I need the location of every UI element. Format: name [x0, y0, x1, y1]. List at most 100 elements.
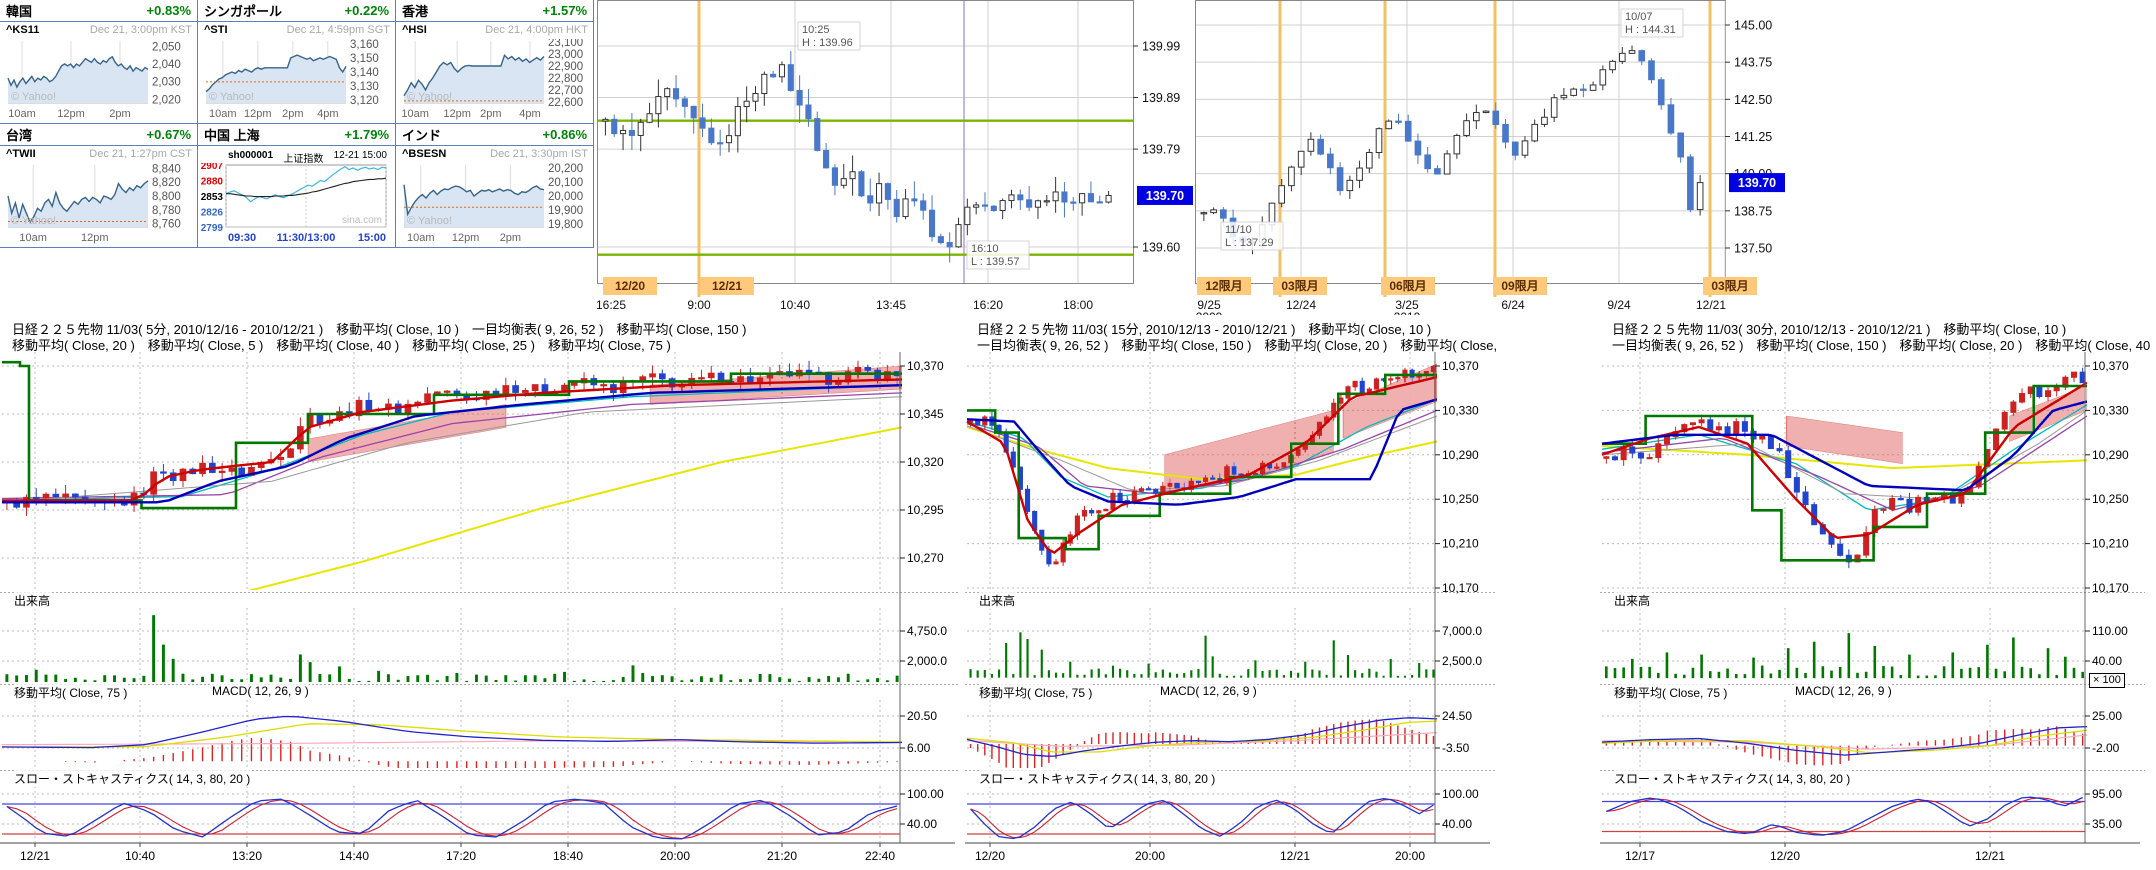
svg-text:12/21: 12/21 — [712, 279, 742, 293]
svg-text:20:00: 20:00 — [1135, 849, 1165, 863]
asia-market-widgets: 韓国 +0.83% ^KS11 Dec 21, 3:00pm KST 10am 1… — [0, 0, 596, 248]
svg-text:10,320: 10,320 — [907, 455, 944, 469]
sparkline-chart: 10am 12pm 2pm 20,200 20,100 20,000 19,900 19,80… — [403, 163, 583, 244]
widget-body: ^KS11 Dec 21, 3:00pm KST 10am 12pm 2pm 2,05… — [0, 22, 197, 123]
svg-text:7,000.0: 7,000.0 — [1442, 624, 1482, 638]
macd-section — [966, 717, 1437, 768]
quote-timestamp: Dec 21, 4:00pm HKT — [485, 24, 588, 36]
svg-text:3,120: 3,120 — [350, 95, 379, 107]
svg-text:110.00: 110.00 — [2092, 624, 2128, 638]
svg-text:L : 137.29: L : 137.29 — [1225, 237, 1274, 249]
svg-text:139.70: 139.70 — [1738, 176, 1776, 190]
svg-text:141.25: 141.25 — [1734, 130, 1772, 144]
panel-chart-canvas[interactable]: 10,370 10,345 10,320 10,295 10,270 4,750.0 2,0… — [0, 316, 963, 870]
ticker-symbol: ^TWII — [6, 148, 36, 160]
svg-text:3,150: 3,150 — [350, 53, 379, 65]
ma75-label: 移動平均( Close, 75 ) — [979, 684, 1093, 701]
chart-title-line2: 移動平均( Close, 20 ) 移動平均( Close, 5 ) 移動平均(… — [12, 338, 671, 353]
svg-text:22,900: 22,900 — [548, 61, 583, 73]
quote-timestamp: Dec 21, 3:00pm KST — [89, 24, 192, 36]
market-widget-shanghai[interactable]: 中国 上海 +1.79% sh000001 上证指数 12-21 15:00 0… — [197, 123, 396, 248]
svg-text:17:20: 17:20 — [446, 849, 476, 863]
svg-text:13:20: 13:20 — [232, 849, 262, 863]
svg-text:4pm: 4pm — [317, 108, 338, 120]
svg-text:19,800: 19,800 — [548, 219, 583, 231]
svg-text:09:30: 09:30 — [228, 232, 256, 244]
market-widget-taiwan[interactable]: 台湾 +0.67% ^TWII Dec 21, 1:27pm CST 10am 1… — [0, 123, 198, 248]
nikkei-panel-30min[interactable]: 10,370 10,330 10,290 10,250 10,210 10,170 110.… — [1600, 316, 2156, 870]
svg-text:21:20: 21:20 — [767, 849, 797, 863]
svg-text:8,820: 8,820 — [152, 177, 181, 189]
svg-text:12/17: 12/17 — [1625, 849, 1655, 863]
svg-text:2pm: 2pm — [109, 108, 130, 120]
svg-text:2,030: 2,030 — [152, 77, 181, 89]
macd-label: MACD( 12, 26, 9 ) — [212, 684, 309, 698]
svg-text:H : 139.96: H : 139.96 — [802, 37, 853, 49]
intraday-candlestick-chart[interactable]: 140.09 139.99 139.89 139.79 139.60 139.70 12/2… — [596, 0, 1211, 320]
widget-plot: 10am 12pm 2pm 4pm23,10023,00022,90022,80022… — [401, 39, 583, 120]
svg-text:12/20: 12/20 — [615, 279, 645, 293]
market-widget-singapore[interactable]: シンガポール +0.22% ^STI Dec 21, 4:59pm SGT 10… — [197, 0, 396, 124]
daily-chart-canvas[interactable]: 145.00143.75142.50141.25140.00138.75137.… — [1195, 0, 1795, 324]
svg-text:12pm: 12pm — [244, 108, 272, 120]
svg-text:15:00: 15:00 — [358, 232, 386, 244]
nikkei-panel-15min[interactable]: 10,370 10,330 10,290 10,250 10,210 10,170 7,00… — [965, 316, 1501, 870]
svg-text:8,780: 8,780 — [152, 205, 181, 217]
widget-header: 韓国 +0.83% — [0, 0, 197, 22]
change-percent: +1.57% — [542, 3, 587, 18]
current-price-tag — [1729, 173, 1785, 193]
svg-text:10,330: 10,330 — [1442, 403, 1479, 417]
svg-text:3,160: 3,160 — [350, 39, 379, 51]
stochastics-label: スロー・ストキャスティクス( 14, 3, 80, 20 ) — [1614, 770, 1851, 787]
svg-text:2,050: 2,050 — [152, 41, 181, 53]
market-widget-india[interactable]: インド +0.86% ^BSESN Dec 21, 3:30pm IST 10a… — [395, 123, 594, 248]
price-section — [1, 360, 902, 590]
svg-text:6.00: 6.00 — [907, 741, 931, 755]
chart-title-line1: 日経２２５先物 11/03( 5分, 2010/12/16 - 2010/12/… — [12, 322, 747, 337]
svg-text:H : 144.31: H : 144.31 — [1625, 24, 1676, 36]
svg-text:20,200: 20,200 — [548, 163, 583, 175]
intraday-chart-canvas[interactable]: 140.09 139.99 139.89 139.79 139.60 139.70 12/2… — [596, 0, 1211, 315]
svg-text:22,700: 22,700 — [548, 85, 583, 97]
nikkei-panel-5min[interactable]: 10,370 10,345 10,320 10,295 10,270 4,750.0 2,0… — [0, 316, 963, 870]
ticker-symbol: ^KS11 — [6, 24, 40, 36]
svg-text:20,000: 20,000 — [548, 191, 583, 203]
widget-plot: 10am 12pm 2pm 20,200 20,100 20,000 19,900 19,80… — [403, 163, 583, 244]
panel-chart-canvas[interactable]: 10,370 10,330 10,290 10,250 10,210 10,170 110.… — [1600, 316, 2156, 870]
svg-text:2,500.0: 2,500.0 — [1442, 654, 1482, 668]
stochastics-label: スロー・ストキャスティクス( 14, 3, 80, 20 ) — [979, 770, 1216, 787]
change-percent: +0.86% — [542, 127, 587, 142]
stochastics-section — [967, 798, 1435, 840]
fx-plot — [597, 0, 1134, 297]
change-percent: +1.79% — [344, 127, 389, 142]
time-axis: 12/21 10:40 13:20 14:40 17:20 18:40 20:00 21:20… — [20, 843, 895, 863]
widget-plot: 09:30 11:30/13:00 15:00 2907 2880 2853 2826 279… — [201, 163, 387, 244]
market-widget-hongkong[interactable]: 香港 +1.57% ^HSI Dec 21, 4:00pm HKT 10am 12… — [395, 0, 594, 124]
widget-plot: 10am 12pm 2pm 2,050 2,040 2,030 2,020 © Yahoo! — [7, 41, 181, 120]
volume-bars — [5, 615, 899, 682]
svg-text:25.00: 25.00 — [2092, 709, 2122, 723]
svg-text:12/20: 12/20 — [1770, 849, 1800, 863]
daily-candlestick-chart[interactable]: 145.00143.75142.50141.25140.00138.75137.… — [1195, 0, 1795, 324]
svg-text:12/21: 12/21 — [20, 849, 50, 863]
widget-header: 中国 上海 +1.79% — [198, 124, 395, 146]
macd-section — [1601, 726, 2087, 766]
svg-text:10,270: 10,270 — [907, 551, 944, 565]
svg-text:139.60: 139.60 — [1142, 241, 1180, 255]
svg-text:10am: 10am — [401, 108, 429, 120]
sparkline-chart: 10am 12pm 2pm 4pm 3,160 3,150 3,140 3,130 3,120 ©… — [205, 39, 379, 120]
svg-text:06限月: 06限月 — [1389, 278, 1426, 293]
widget-plot: 10am 12pm 2pm 4pm 3,160 3,150 3,140 3,130 3,120 ©… — [205, 39, 379, 120]
svg-text:22:40: 22:40 — [865, 849, 895, 863]
market-widget-korea[interactable]: 韓国 +0.83% ^KS11 Dec 21, 3:00pm KST 10am 1… — [0, 0, 198, 124]
chart-title-line1: 日経２２５先物 11/03( 15分, 2010/12/13 - 2010/12… — [977, 322, 1432, 337]
svg-text:145.00: 145.00 — [1734, 19, 1772, 33]
widget-header: シンガポール +0.22% — [198, 0, 395, 22]
annotation: 10:25H : 139.96 — [797, 21, 861, 51]
market-name: 香港 — [402, 4, 429, 19]
panel-chart-canvas[interactable]: 10,370 10,330 10,290 10,250 10,210 10,170 7,00… — [965, 316, 1501, 870]
value-axis: 10,370 10,345 10,320 10,295 10,270 4,750.0 2,0… — [0, 352, 955, 844]
svg-text:24.50: 24.50 — [1442, 709, 1472, 723]
svg-text:10,170: 10,170 — [2092, 581, 2129, 595]
svg-text:9/24: 9/24 — [1607, 298, 1631, 312]
